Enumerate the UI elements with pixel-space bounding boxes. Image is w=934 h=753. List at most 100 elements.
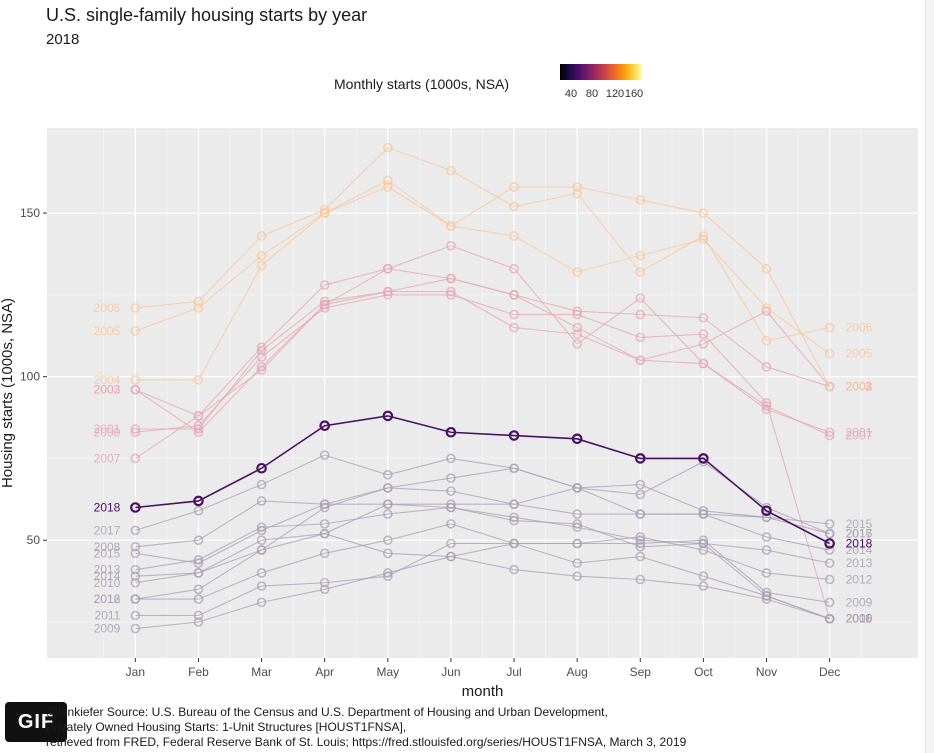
data-point-2014 <box>824 545 835 555</box>
data-point-2006 <box>509 201 519 212</box>
series-label-start: 2002 <box>94 383 121 397</box>
data-point-2017 <box>572 483 582 493</box>
data-point-2012 <box>698 545 709 555</box>
data-point-2010 <box>572 571 582 582</box>
data-point-2009 <box>824 597 835 608</box>
data-point-2013 <box>383 509 393 519</box>
data-point-2002 <box>635 309 646 320</box>
data-point-2014 <box>446 499 456 510</box>
data-point-2015 <box>446 486 456 496</box>
data-point-2013 <box>698 538 709 549</box>
series-line-2017 <box>135 454 830 535</box>
data-point-2006 <box>635 267 646 277</box>
series-label-end: 2002 <box>846 379 873 393</box>
series-label-end: 2013 <box>846 556 873 570</box>
data-point-2012 <box>446 519 456 529</box>
data-point-2013 <box>256 522 267 532</box>
x-tick-label: Apr <box>315 665 334 679</box>
data-point-2018 <box>445 426 457 438</box>
series-line-2004 <box>135 186 831 387</box>
gif-badge[interactable]: GIF <box>5 702 67 742</box>
data-point-2015 <box>256 525 267 536</box>
data-point-2018 <box>761 505 772 517</box>
data-point-2005 <box>698 234 709 245</box>
data-point-2010 <box>698 581 709 591</box>
data-point-2013 <box>824 558 835 568</box>
data-point-2007 <box>824 430 835 441</box>
series-line-2000 <box>135 294 831 619</box>
data-point-2006 <box>256 231 267 241</box>
data-point-2001 <box>824 427 835 438</box>
data-point-2012 <box>824 574 835 585</box>
series-label-start: 2005 <box>94 324 121 338</box>
series-label-end: 2008 <box>846 612 873 626</box>
data-point-2013 <box>761 545 772 555</box>
data-point-2003 <box>130 384 141 395</box>
series-label-start: 2001 <box>94 422 121 436</box>
series-line-2011 <box>135 542 830 620</box>
x-tick-label: Aug <box>566 665 587 679</box>
data-point-2006 <box>446 165 456 176</box>
data-point-2001 <box>130 424 141 434</box>
data-point-2014 <box>319 528 330 539</box>
y-axis-title: Housing starts (1000s, NSA) <box>0 298 16 488</box>
data-point-2014 <box>761 532 772 542</box>
data-point-2010 <box>509 564 519 575</box>
series-label-end: 2011 <box>846 612 872 626</box>
data-point-2000 <box>635 332 646 343</box>
data-point-2005 <box>761 303 772 313</box>
data-point-2003 <box>256 365 267 375</box>
data-point-2012 <box>383 535 393 546</box>
data-point-2010 <box>383 548 393 559</box>
series-label-end: 2009 <box>846 595 873 609</box>
series-label-end: 2010 <box>846 612 873 626</box>
series-line-2003 <box>135 268 831 417</box>
data-point-2018 <box>193 495 204 507</box>
data-point-2016 <box>698 505 709 516</box>
data-point-2013 <box>446 502 456 513</box>
series-label-start: 2015 <box>94 546 121 560</box>
data-point-2005 <box>383 175 393 186</box>
data-point-2018 <box>256 462 267 474</box>
data-point-2018 <box>382 410 394 422</box>
data-point-2007 <box>446 240 456 251</box>
data-point-2003 <box>509 290 519 300</box>
data-point-2009 <box>256 597 267 608</box>
data-point-2016 <box>256 545 267 555</box>
data-point-2016 <box>635 479 646 490</box>
data-point-2004 <box>698 208 709 218</box>
data-point-2018 <box>824 538 835 549</box>
series-line-2018 <box>135 415 831 545</box>
series-label-end: 2014 <box>846 543 873 557</box>
caption-line: Privately Owned Housing Starts: 1-Unit S… <box>46 720 407 734</box>
data-point-2009 <box>319 584 330 595</box>
series-line-2010 <box>135 533 830 620</box>
data-point-2014 <box>193 568 204 578</box>
data-point-2014 <box>130 571 141 582</box>
data-point-2005 <box>572 267 582 277</box>
data-point-2012 <box>319 548 330 559</box>
series-label-start: 2008 <box>94 540 121 554</box>
legend-colorbar <box>560 64 642 80</box>
series-line-2013 <box>135 506 830 571</box>
data-point-2017 <box>383 469 393 480</box>
x-tick-label: Jun <box>441 665 460 679</box>
data-point-2017 <box>256 479 267 490</box>
series-label-start: 2016 <box>94 592 121 606</box>
legend-tick: 160 <box>624 88 644 100</box>
series-line-2015 <box>135 487 830 564</box>
data-point-2002 <box>383 286 393 297</box>
series-label-start: 2004 <box>94 373 121 387</box>
series-label-start: 2003 <box>94 383 121 397</box>
legend-title: Monthly starts (1000s, NSA) <box>334 76 510 92</box>
y-tick-label: 50 <box>27 533 41 547</box>
data-point-2003 <box>698 339 709 349</box>
data-point-2011 <box>446 538 456 549</box>
data-point-2013 <box>130 564 141 575</box>
data-point-2002 <box>761 362 772 372</box>
data-point-2011 <box>193 610 204 621</box>
data-point-2003 <box>572 322 582 333</box>
series-label-end: 2016 <box>846 527 873 541</box>
data-point-2007 <box>319 280 330 290</box>
data-point-2006 <box>572 188 582 199</box>
